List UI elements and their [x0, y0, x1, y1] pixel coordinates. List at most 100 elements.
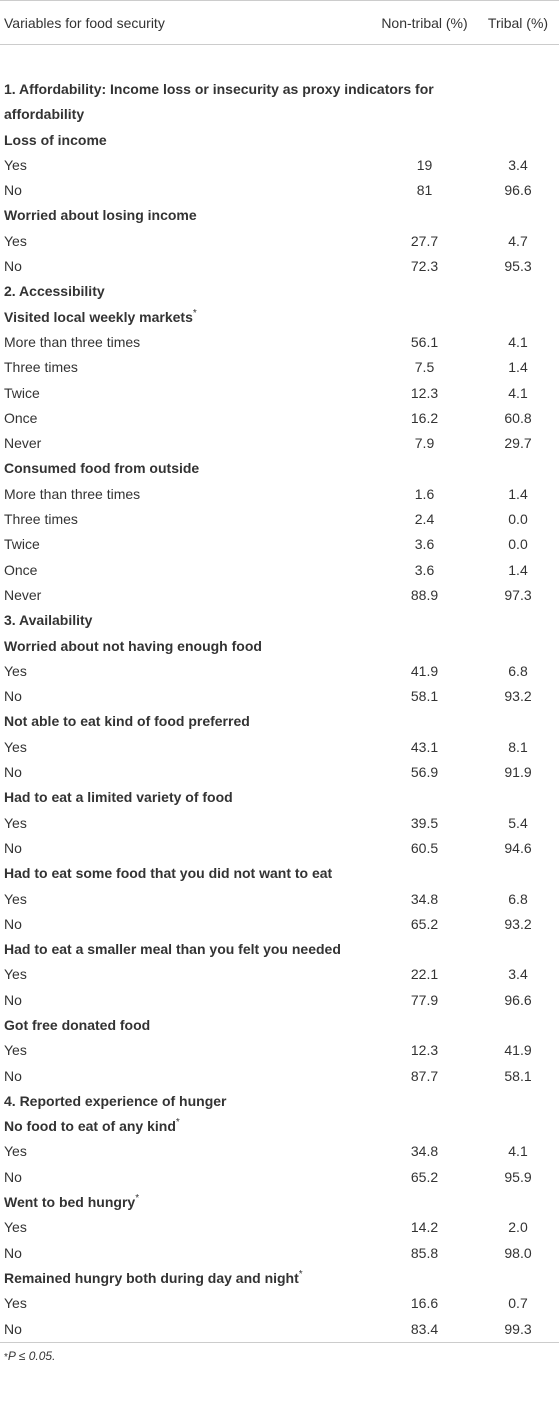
non-tribal-value: 56.1	[410, 333, 439, 350]
non-tribal-value: 65.2	[410, 915, 439, 932]
tribal-value: 4.1	[508, 333, 528, 350]
subheading-cell: Had to eat some food that you did not wa…	[0, 861, 372, 886]
non-tribal-value: 83.4	[410, 1320, 439, 1337]
tribal-value: 4.1	[508, 384, 528, 401]
data-row: Never 88.9 97.3	[0, 583, 559, 608]
data-row: Three times 2.4 0.0	[0, 507, 559, 532]
tribal-value: 1.4	[508, 561, 528, 578]
subheading-row: Worried about not having enough food	[0, 634, 559, 659]
row-label: No	[4, 915, 22, 932]
subheading: Worried about losing income	[4, 203, 368, 228]
section-cell: 3. Availability	[0, 608, 559, 633]
data-row: Yes 34.8 6.8	[0, 887, 559, 912]
subheading-text: Remained hungry both during day and nigh…	[4, 1269, 299, 1286]
subheading-text: Worried about losing income	[4, 207, 197, 224]
empty-cell	[477, 1266, 559, 1291]
row-label: Yes	[4, 966, 27, 983]
empty-cell	[477, 634, 559, 659]
row-label: Yes	[4, 156, 27, 173]
row-label: Never	[4, 435, 42, 452]
row-label: No	[4, 1067, 22, 1084]
data-row: Yes 39.5 5.4	[0, 811, 559, 836]
subheading: Visited local weekly markets*	[4, 305, 368, 330]
subheading-row: Consumed food from outside	[0, 456, 559, 481]
subheading: Loss of income	[4, 128, 368, 153]
data-row: Twice 12.3 4.1	[0, 381, 559, 406]
non-tribal-value: 34.8	[410, 1143, 439, 1160]
subheading-row: Visited local weekly markets*	[0, 305, 559, 330]
header-cell: Non-tribal (%)	[381, 14, 468, 31]
tribal-value: 1.4	[508, 359, 528, 376]
row-label: Yes	[4, 232, 27, 249]
empty-cell	[477, 1114, 559, 1139]
empty-cell	[372, 456, 477, 481]
significance-mark: *	[192, 307, 197, 319]
non-tribal-value: 87.7	[410, 1067, 439, 1084]
row-label: Never	[4, 586, 42, 603]
empty-cell	[372, 1190, 477, 1215]
footnote-mark: *	[4, 1351, 8, 1363]
empty-cell	[372, 128, 477, 153]
data-row: Once 16.2 60.8	[0, 406, 559, 431]
data-row: Once 3.6 1.4	[0, 558, 559, 583]
table-body: 1. Affordability: Income loss or insecur…	[0, 45, 559, 1343]
subheading-cell: Got free donated food	[0, 1013, 372, 1038]
non-tribal-value: 7.9	[414, 435, 435, 452]
row-label: Yes	[4, 1042, 27, 1059]
non-tribal-value: 22.1	[410, 966, 439, 983]
tribal-value: 41.9	[504, 1042, 532, 1059]
empty-cell	[372, 1114, 477, 1139]
tribal-value: 91.9	[504, 764, 532, 781]
non-tribal-value: 7.5	[414, 359, 435, 376]
section-row: 2. Accessibility	[0, 279, 559, 304]
subheading-text: Had to eat a limited variety of food	[4, 789, 233, 806]
data-row: No 56.9 91.9	[0, 760, 559, 785]
subheading: Had to eat a smaller meal than you felt …	[4, 937, 368, 962]
data-row: No 81 96.6	[0, 178, 559, 203]
tribal-value: 6.8	[508, 662, 528, 679]
section-title: 2. Accessibility	[4, 283, 105, 300]
non-tribal-value: 77.9	[410, 991, 439, 1008]
data-row: Yes 16.6 0.7	[0, 1291, 559, 1316]
empty-cell	[372, 937, 477, 962]
subheading-cell: No food to eat of any kind*	[0, 1114, 372, 1139]
section-row: 1. Affordability: Income loss or insecur…	[0, 77, 559, 128]
tribal-value: 95.9	[504, 1168, 532, 1185]
empty-cell	[372, 1266, 477, 1291]
data-row: More than three times 1.6 1.4	[0, 482, 559, 507]
tribal-value: 60.8	[504, 409, 532, 426]
subheading-text: Had to eat a smaller meal than you felt …	[4, 941, 341, 958]
empty-cell	[477, 861, 559, 886]
tribal-value: 93.2	[504, 688, 532, 705]
subheading: Not able to eat kind of food preferred	[4, 709, 368, 734]
non-tribal-value: 88.9	[410, 586, 439, 603]
significance-mark: *	[175, 1117, 180, 1129]
subheading: Consumed food from outside	[4, 456, 368, 481]
empty-cell	[372, 1013, 477, 1038]
non-tribal-value: 65.2	[410, 1168, 439, 1185]
data-row: Yes 41.9 6.8	[0, 659, 559, 684]
subheading: Got free donated food	[4, 1013, 368, 1038]
subheading-row: Worried about losing income	[0, 203, 559, 228]
tribal-value: 3.4	[508, 156, 528, 173]
tribal-value: 2.0	[508, 1219, 528, 1236]
data-row: Yes 19 3.4	[0, 153, 559, 178]
subheading-row: Loss of income	[0, 128, 559, 153]
row-label: No	[4, 182, 22, 199]
non-tribal-value: 58.1	[410, 688, 439, 705]
section-title: 1. Affordability: Income loss or insecur…	[4, 81, 434, 123]
subheading-cell: Not able to eat kind of food preferred	[0, 709, 372, 734]
non-tribal-value: 27.7	[410, 232, 439, 249]
subheading: Went to bed hungry*	[4, 1190, 368, 1215]
empty-cell	[477, 709, 559, 734]
section-title: 3. Availability	[4, 612, 93, 629]
data-row: More than three times 56.1 4.1	[0, 330, 559, 355]
subheading-text: Worried about not having enough food	[4, 637, 262, 654]
subheading-cell: Had to eat a limited variety of food	[0, 785, 372, 810]
subheading-row: Had to eat a smaller meal than you felt …	[0, 937, 559, 962]
row-label: No	[4, 764, 22, 781]
row-label: Twice	[4, 384, 40, 401]
section-cell: 2. Accessibility	[0, 279, 559, 304]
tribal-value: 1.4	[508, 485, 528, 502]
row-label: Yes	[4, 738, 27, 755]
